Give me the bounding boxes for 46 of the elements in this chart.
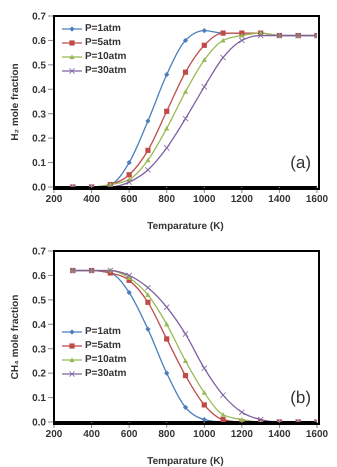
x-tick-label: 1400	[268, 429, 291, 440]
legend-label: P=5atm	[85, 338, 121, 353]
x-tick-label: 400	[83, 429, 100, 440]
y-axis-title: CH₄ mole fraction	[10, 294, 21, 379]
x-tick-label: 1400	[268, 194, 291, 206]
legend-label: P=30atm	[85, 64, 126, 78]
y-tick-label: 0.5	[32, 60, 46, 72]
legend-label: P=1atm	[85, 324, 121, 339]
y-tick-label: 0.3	[32, 344, 46, 356]
y-tick-label: 0.7	[32, 12, 46, 23]
x-tick-label: 1600	[306, 429, 329, 440]
annotation: (a)	[290, 153, 311, 173]
legend-label: P=10atm	[85, 352, 126, 367]
x-tick-label: 1000	[193, 194, 216, 206]
x-tick-label: 1200	[230, 429, 254, 440]
x-tick-label: 200	[46, 429, 63, 440]
x-tick-label: 1200	[230, 194, 254, 206]
x-tick-label: 800	[158, 429, 176, 440]
legend-label: P=10atm	[85, 50, 126, 64]
legend-label: P=30atm	[85, 366, 126, 381]
x-axis-title: Temparature (K)	[147, 221, 224, 232]
legend-label: P=5atm	[85, 36, 121, 50]
y-tick-label: 0.1	[32, 158, 46, 170]
y-tick-label: 0.0	[32, 182, 46, 194]
x-tick-label: 1600	[306, 194, 329, 206]
y-tick-label: 0.2	[32, 134, 46, 145]
y-tick-label: 0.1	[32, 393, 46, 404]
y-tick-label: 0.3	[32, 109, 46, 120]
x-tick-label: 200	[46, 194, 63, 206]
x-tick-label: 600	[120, 194, 138, 206]
x-tick-label: 800	[158, 194, 176, 206]
y-tick-label: 0.4	[32, 84, 46, 96]
annotation: (b)	[290, 388, 311, 408]
y-tick-label: 0.2	[32, 368, 46, 380]
y-tick-label: 0.5	[32, 295, 46, 306]
y-axis-title: H₂ mole fraction	[10, 62, 21, 140]
x-tick-label: 400	[83, 194, 100, 206]
x-axis-title: Temparature (K)	[147, 456, 224, 467]
y-tick-label: 0.0	[32, 418, 46, 429]
y-tick-label: 0.4	[32, 320, 46, 331]
y-tick-label: 0.6	[32, 36, 46, 47]
y-tick-label: 0.6	[32, 270, 46, 282]
y-tick-label: 0.7	[32, 246, 46, 258]
legend-label: P=1atm	[85, 22, 121, 36]
x-tick-label: 1000	[193, 429, 216, 440]
x-tick-label: 600	[120, 429, 138, 440]
